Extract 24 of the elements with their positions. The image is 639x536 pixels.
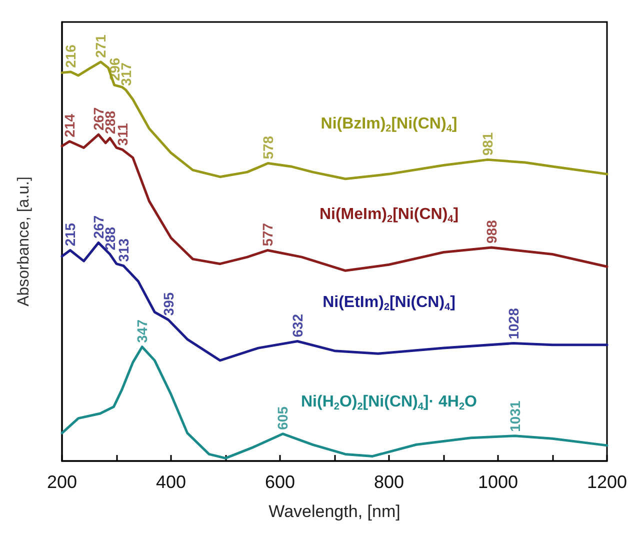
x-tick-label: 400 xyxy=(156,472,186,492)
annotation: 214 xyxy=(62,114,78,138)
x-axis-title: Wavelength, [nm] xyxy=(268,502,400,521)
x-tick-label: 1000 xyxy=(478,472,518,492)
annotation: 988 xyxy=(483,220,500,244)
x-tick-label: 1200 xyxy=(586,472,628,492)
annotation: 215 xyxy=(62,222,78,246)
annotation: 577 xyxy=(259,222,276,246)
annotation: 271 xyxy=(92,34,109,58)
annotation: 578 xyxy=(260,136,276,160)
annotation: 313 xyxy=(116,238,132,262)
annotation: 605 xyxy=(274,406,291,430)
annotation: 347 xyxy=(134,319,150,343)
x-tick-label: 800 xyxy=(374,472,404,492)
annotation: 311 xyxy=(114,122,130,146)
annotation: 981 xyxy=(480,132,496,156)
annotation: 216 xyxy=(62,44,79,68)
annotation: 1031 xyxy=(506,400,523,432)
y-axis-title: Absorbance, [a.u.] xyxy=(16,176,32,306)
x-tick-label: 600 xyxy=(264,472,296,492)
x-tick-label: 200 xyxy=(46,472,78,492)
annotation: 1028 xyxy=(505,308,522,340)
annotation: 395 xyxy=(160,292,176,316)
annotation: 632 xyxy=(289,314,306,338)
